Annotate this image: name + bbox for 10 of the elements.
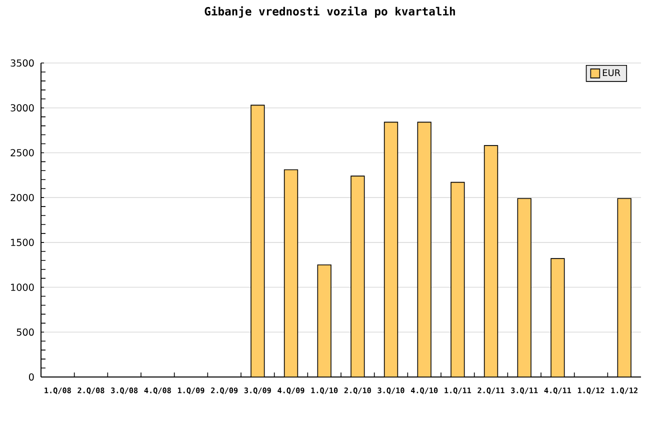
y-tick-label: 2000 <box>10 194 34 202</box>
chart-title: Gibanje vrednosti vozila po kvartalih <box>204 6 455 18</box>
legend-label: EUR <box>602 69 620 76</box>
y-tick-label: 500 <box>16 328 34 336</box>
y-tick-label: 2500 <box>10 149 34 156</box>
y-tick-label: 1500 <box>11 238 34 246</box>
y-tick-label: 3500 <box>10 59 34 67</box>
y-tick-label: 0 <box>28 373 34 381</box>
y-tick-label: 3000 <box>10 104 34 112</box>
y-tick-label: 1000 <box>11 284 34 291</box>
